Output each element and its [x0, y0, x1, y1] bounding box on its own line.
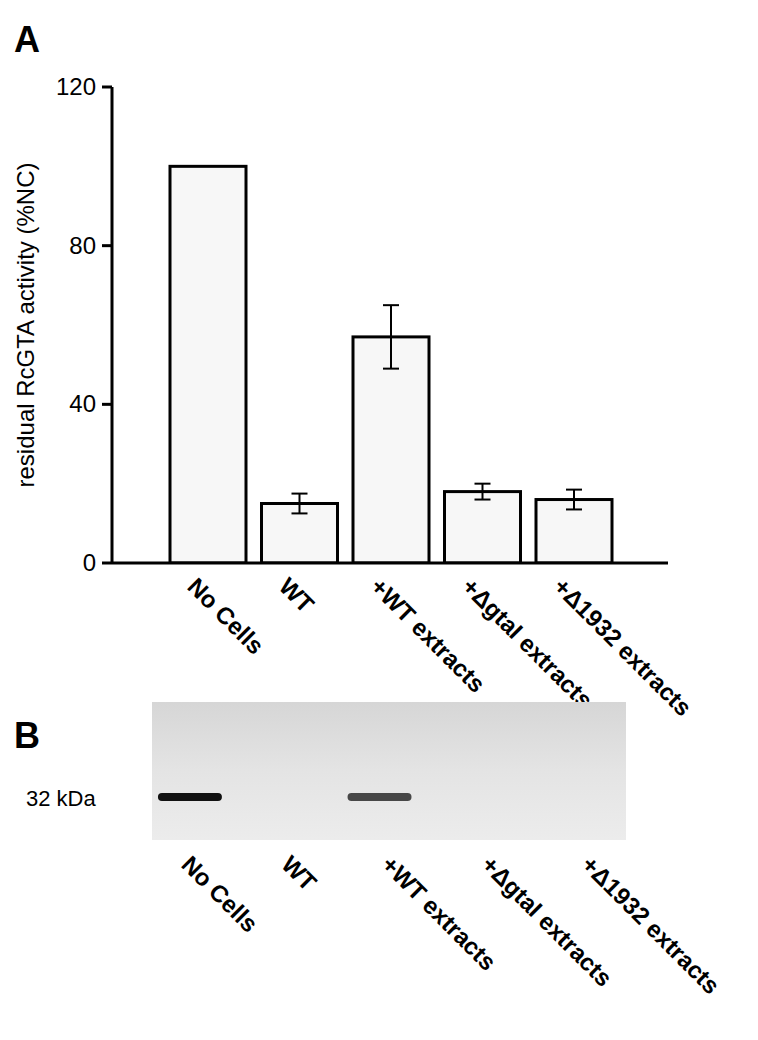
x-tick-label: +Δ1932 extracts [548, 572, 697, 721]
size-marker-label: 32 kDa [26, 786, 96, 811]
error-bar [566, 490, 582, 510]
error-cap [475, 483, 491, 485]
y-axis [111, 87, 114, 563]
band [158, 793, 222, 801]
panel-letter: B [14, 715, 40, 756]
error-cap [475, 499, 491, 501]
error-cap [383, 304, 399, 306]
y-tick-label: 40 [69, 390, 96, 417]
panel-a: Aresidual RcGTA activity (%NC) 0 40 80 120 No… [12, 19, 697, 721]
blot-membrane [152, 702, 626, 840]
x-tick-label: No Cells [182, 572, 269, 659]
error-bar [292, 494, 308, 514]
bars [170, 166, 612, 563]
bar [170, 166, 246, 563]
error-bar [383, 305, 399, 368]
bar [536, 500, 612, 563]
error-cap [383, 368, 399, 370]
error-line [299, 494, 301, 514]
panel-letter: A [14, 19, 40, 60]
error-cap [292, 493, 308, 495]
error-bar [475, 484, 491, 500]
panel-b: B32 kDaNo CellsWT+WT extracts+ΔgtaI extr… [14, 702, 725, 999]
bar [353, 337, 429, 563]
band [253, 793, 317, 801]
y-tick-label: 0 [83, 549, 96, 576]
x-axis [112, 562, 668, 565]
error-cap [566, 489, 582, 491]
band [442, 793, 506, 801]
error-line [573, 490, 575, 510]
error-line [390, 305, 392, 368]
error-line [482, 484, 484, 500]
lane-label: WT [276, 850, 322, 896]
x-tick-label: WT [274, 572, 320, 618]
y-tick-label: 120 [56, 73, 96, 100]
y-tick-label: 80 [69, 232, 96, 259]
band [348, 793, 412, 801]
figure: Aresidual RcGTA activity (%NC) 0 40 80 120 No… [0, 0, 758, 1040]
lane-label: +Δ1932 extracts [576, 850, 725, 999]
error-cap [292, 512, 308, 514]
error-cap [566, 508, 582, 510]
bar [262, 504, 338, 564]
bar [445, 492, 521, 563]
y-axis-label: residual RcGTA activity (%NC) [12, 163, 39, 488]
band [537, 793, 601, 801]
lane-label: No Cells [176, 850, 263, 937]
